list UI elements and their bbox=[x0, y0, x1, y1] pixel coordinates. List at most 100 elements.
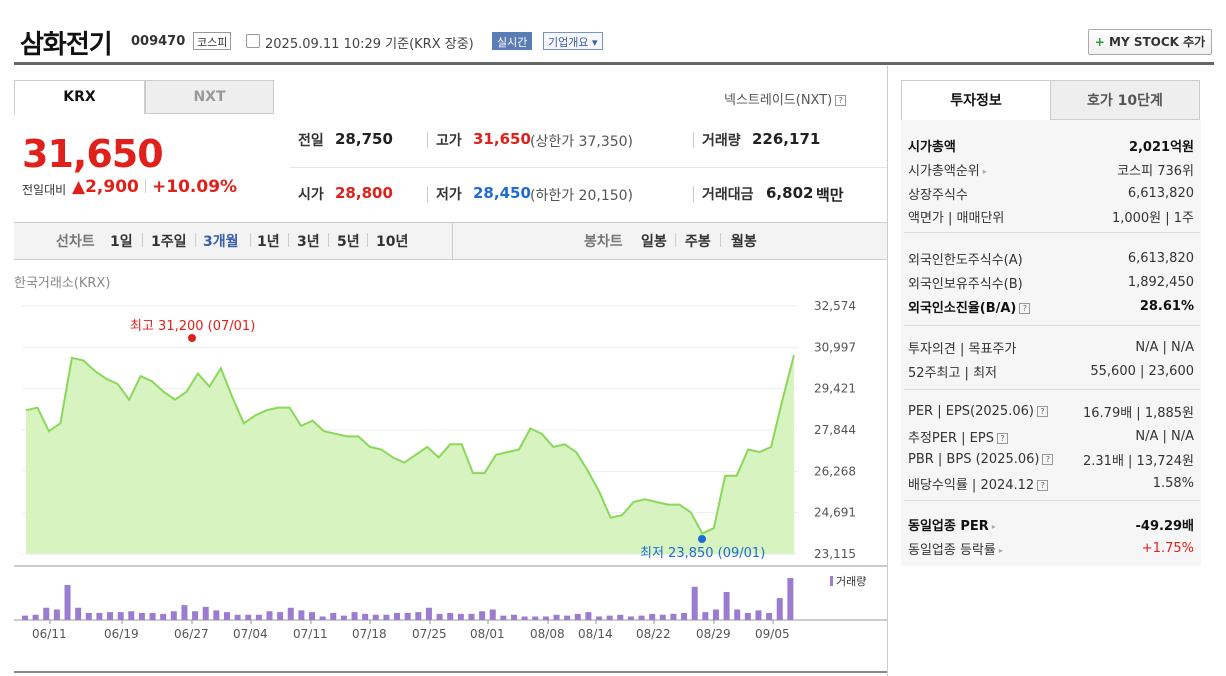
period-10y[interactable]: 10년 bbox=[376, 234, 409, 250]
info-key-wrap: 배당수익률 | 2024.12? bbox=[908, 474, 1049, 493]
y-tick-label: 23,115 bbox=[814, 547, 856, 561]
amount-label: 거래대금 bbox=[702, 187, 754, 203]
volume-bar bbox=[223, 612, 230, 620]
volume-bar bbox=[596, 616, 603, 620]
volume-bar bbox=[521, 616, 528, 620]
price-chart[interactable]: 32,574 30,997 29,421 27,844 26,268 24,691 23,1… bbox=[14, 290, 888, 672]
tab-nxt[interactable]: NXT bbox=[145, 80, 274, 114]
company-overview-dropdown[interactable]: 기업개요 ▾ bbox=[543, 32, 603, 50]
info-value: 6,613,820 bbox=[1127, 185, 1194, 201]
volume-bar bbox=[319, 616, 326, 620]
info-value: 1.58% bbox=[1152, 475, 1194, 491]
info-key: 투자의견 | 목표주가 bbox=[908, 341, 1017, 357]
volume-bar bbox=[32, 614, 39, 620]
info-key: PER | EPS(2025.06) bbox=[908, 403, 1034, 419]
change-value: ▲2,900 bbox=[72, 177, 139, 197]
y-tick-label: 24,691 bbox=[814, 506, 856, 520]
info-key: 외국인보유주식수(B) bbox=[908, 276, 1023, 292]
period-5y[interactable]: 5년 bbox=[337, 234, 360, 250]
chart-source-label: 한국거래소(KRX) bbox=[14, 276, 111, 291]
x-tick-label: 07/18 bbox=[352, 627, 387, 641]
open-value: 28,800 bbox=[335, 184, 393, 202]
help-icon[interactable]: ? bbox=[1019, 302, 1031, 314]
amount-unit: 백만 bbox=[816, 186, 844, 204]
volume-bar bbox=[192, 611, 199, 620]
help-icon[interactable]: ? bbox=[1036, 405, 1048, 417]
chevron-right-icon[interactable]: ▸ bbox=[991, 521, 996, 531]
volume-legend-swatch bbox=[830, 576, 833, 586]
volume-bar bbox=[723, 592, 730, 620]
help-icon[interactable]: ? bbox=[1037, 479, 1049, 491]
help-icon[interactable]: ? bbox=[1042, 453, 1054, 465]
divider bbox=[427, 132, 428, 148]
period-1d[interactable]: 1일 bbox=[110, 234, 133, 250]
info-value: -49.29배 bbox=[1135, 518, 1194, 534]
high-value: 31,650 bbox=[473, 130, 531, 148]
x-tick-label: 07/04 bbox=[233, 627, 268, 641]
nextrade-link[interactable]: 넥스트레이드(NXT)? bbox=[724, 89, 847, 108]
volume-bar bbox=[287, 607, 294, 620]
volume-bar bbox=[330, 613, 337, 620]
my-stock-add-button[interactable]: + MY STOCK 추가 bbox=[1088, 29, 1212, 55]
info-key-wrap: 52주최고 | 최저 bbox=[908, 362, 997, 381]
tab-orderbook-10[interactable]: 호가 10단계 bbox=[1050, 80, 1200, 120]
chevron-right-icon[interactable]: ▸ bbox=[998, 545, 1003, 555]
volume-bar bbox=[107, 612, 114, 620]
volume-bar bbox=[64, 585, 71, 620]
volume-bar bbox=[766, 613, 773, 620]
info-key: 추정PER | EPS bbox=[908, 430, 994, 446]
market-badge: 코스피 bbox=[193, 32, 232, 50]
info-value: 55,600 | 23,600 bbox=[1090, 363, 1194, 379]
period-3m[interactable]: 3개월 bbox=[203, 234, 239, 250]
chevron-right-icon[interactable]: ▸ bbox=[982, 166, 987, 176]
change-label: 전일대비 bbox=[22, 183, 67, 197]
info-key-wrap: 외국인보유주식수(B) bbox=[908, 273, 1023, 292]
info-row: 동일업종 PER ▸ -49.29배 bbox=[908, 514, 1194, 534]
info-key: 동일업종 등락률 bbox=[908, 542, 996, 558]
volume-bar bbox=[351, 612, 358, 620]
help-icon[interactable]: ? bbox=[996, 432, 1008, 444]
volume-bar bbox=[425, 607, 432, 620]
open-label: 시가 bbox=[298, 187, 324, 203]
info-row: 투자의견 | 목표주가 N/A | N/A bbox=[908, 337, 1194, 357]
volume-bar bbox=[404, 613, 411, 620]
help-icon[interactable]: ? bbox=[835, 95, 847, 106]
volume-bar bbox=[479, 611, 486, 620]
period-1w[interactable]: 1주일 bbox=[151, 234, 187, 250]
y-tick-label: 29,421 bbox=[814, 382, 856, 396]
x-tick-label: 08/22 bbox=[636, 627, 671, 641]
candle-daily[interactable]: 일봉 bbox=[641, 234, 667, 250]
volume-bar bbox=[266, 611, 273, 620]
info-key: 시가총액순위 bbox=[908, 163, 980, 179]
candle-weekly[interactable]: 주봉 bbox=[685, 234, 711, 250]
realtime-button[interactable]: 실시간 bbox=[492, 32, 533, 50]
volume-label: 거래량 bbox=[702, 133, 741, 149]
divider bbox=[693, 132, 694, 148]
period-3y[interactable]: 3년 bbox=[297, 234, 320, 250]
volume-bar bbox=[128, 611, 135, 620]
period-1y[interactable]: 1년 bbox=[257, 234, 280, 250]
info-row: PBR | BPS (2025.06)? 2.31배 | 13,724원 bbox=[908, 449, 1194, 469]
volume-bar bbox=[787, 578, 794, 620]
high-label: 고가 bbox=[436, 133, 462, 149]
volume-bar bbox=[564, 615, 571, 620]
info-key: PBR | BPS (2025.06) bbox=[908, 451, 1040, 467]
x-tick-label: 08/29 bbox=[696, 627, 731, 641]
volume-bar bbox=[734, 609, 741, 620]
candle-monthly[interactable]: 월봉 bbox=[731, 234, 757, 250]
info-row: 시가총액 2,021억원 bbox=[908, 135, 1194, 155]
high-marker bbox=[188, 334, 196, 342]
volume-bar bbox=[383, 614, 390, 620]
volume-bar bbox=[447, 613, 454, 620]
info-value: 2,021억원 bbox=[1128, 139, 1194, 155]
tab-investment-info[interactable]: 투자정보 bbox=[901, 80, 1051, 120]
divider bbox=[288, 233, 289, 247]
tab-krx[interactable]: KRX bbox=[14, 80, 145, 114]
info-key: 액면가 | 매매단위 bbox=[908, 210, 1005, 226]
volume-bar bbox=[702, 612, 709, 620]
info-value: 28.61% bbox=[1139, 298, 1194, 314]
row-divider bbox=[904, 232, 1200, 233]
volume-bar bbox=[43, 607, 50, 620]
info-key-wrap: 동일업종 등락률 ▸ bbox=[908, 539, 1003, 558]
volume-bar bbox=[744, 613, 751, 620]
